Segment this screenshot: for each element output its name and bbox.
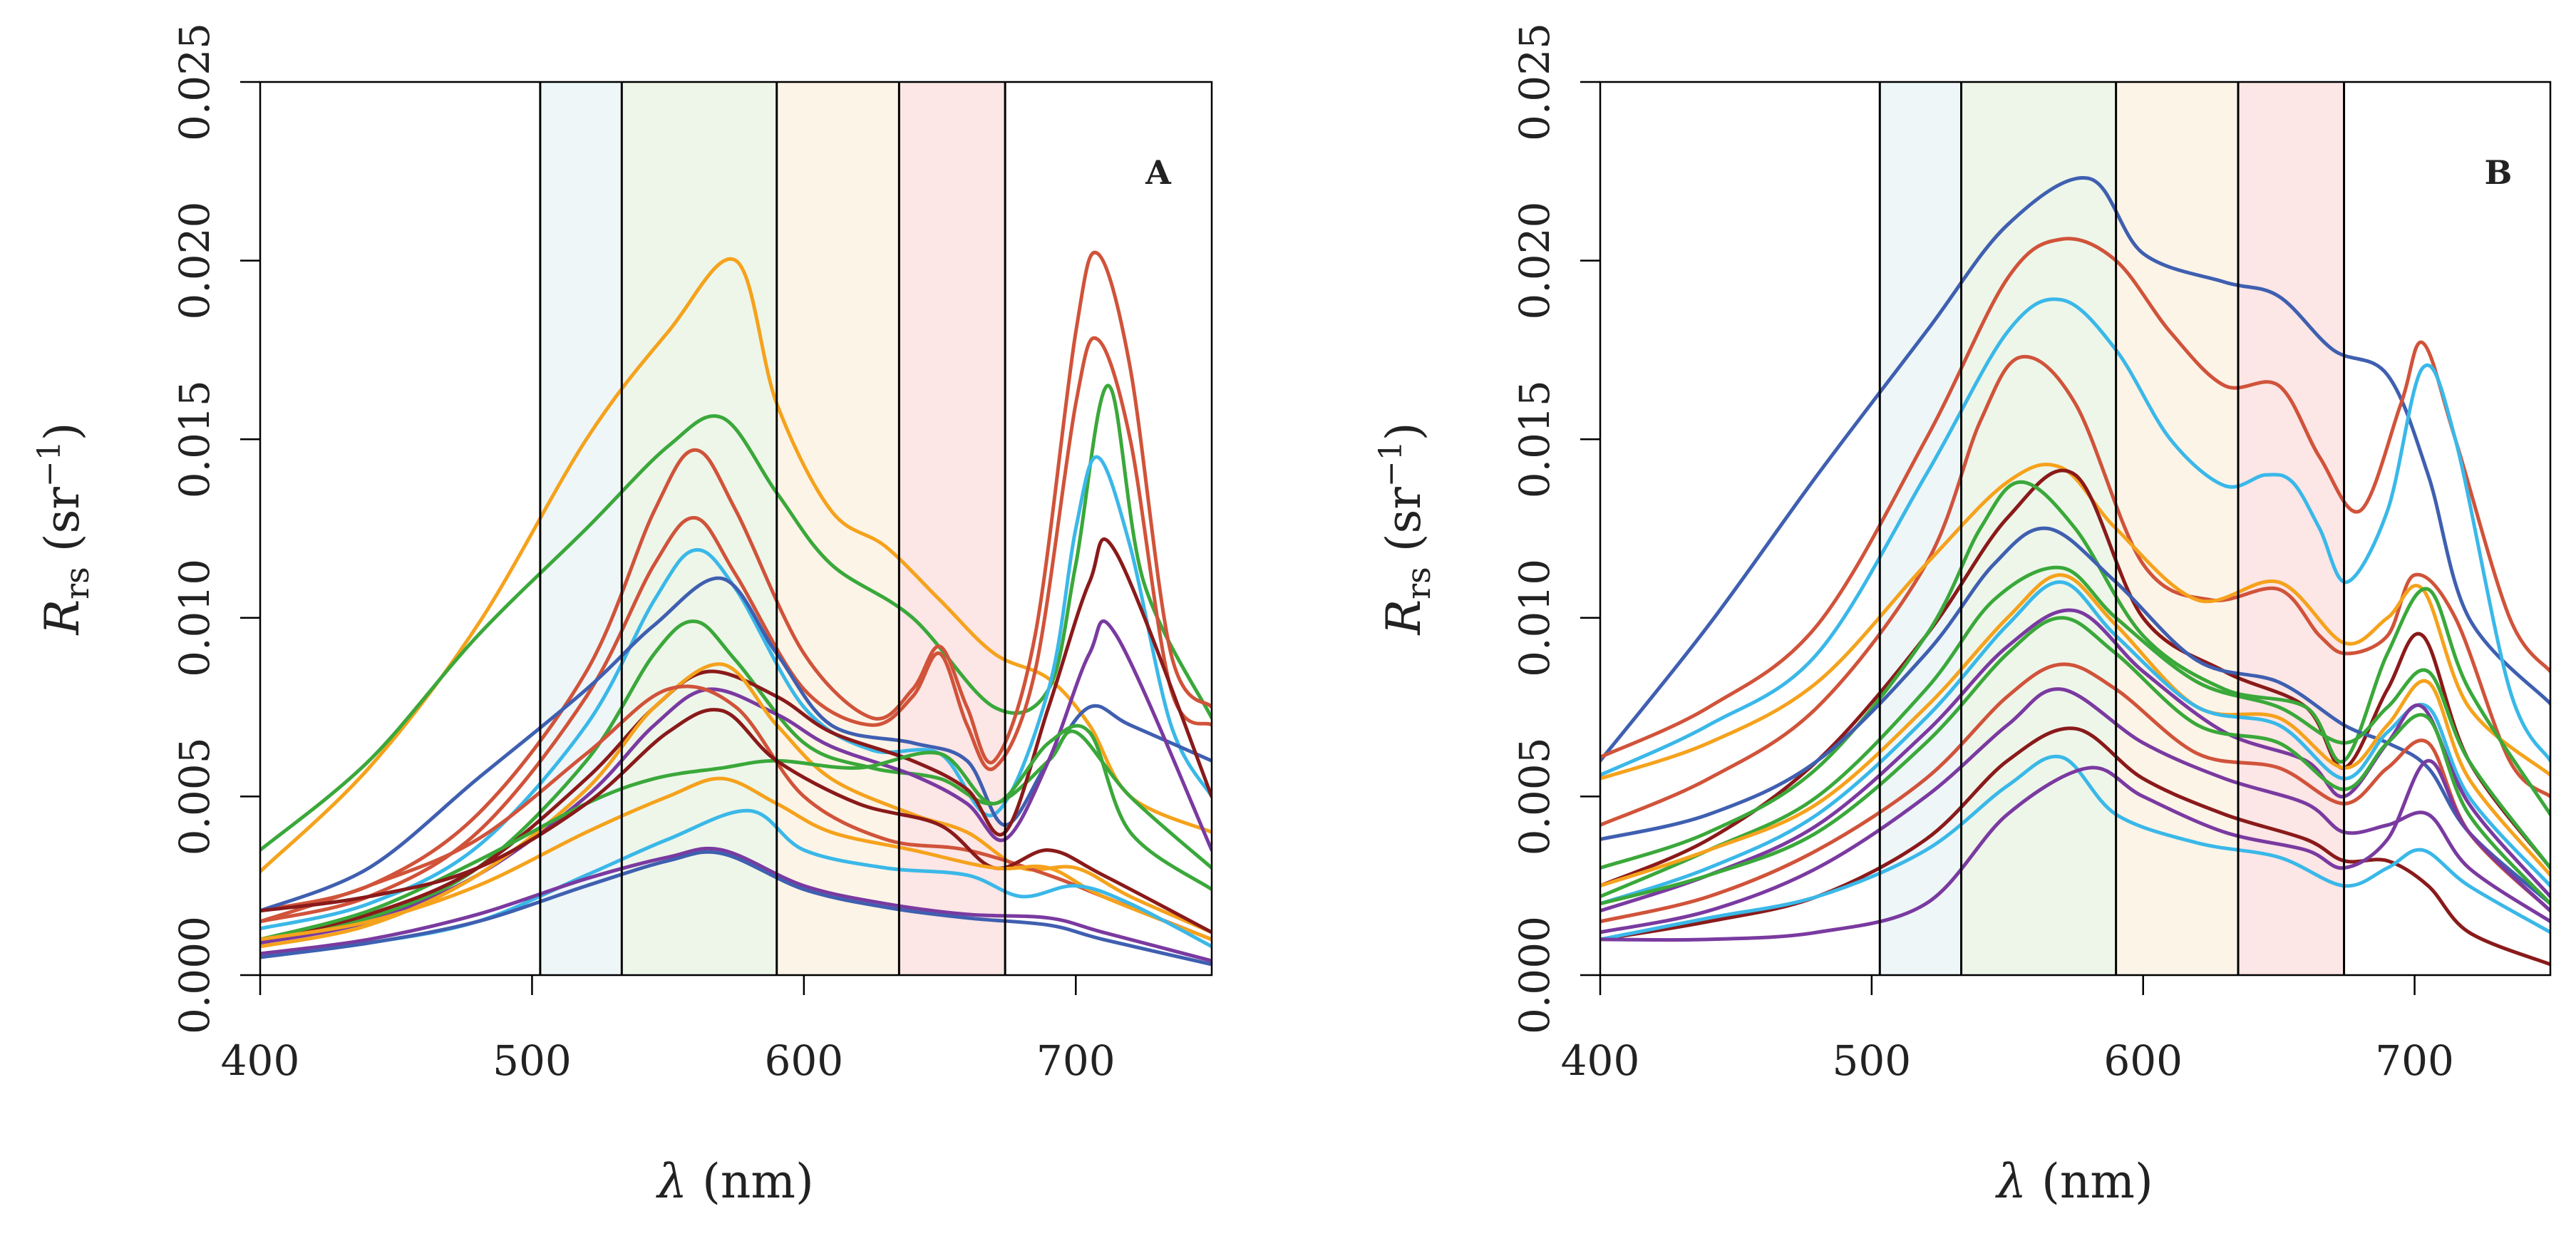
series-line-purple-b3: [1600, 758, 2550, 942]
series-group: [1600, 176, 2550, 967]
y-tick-label: 0.005: [1510, 737, 1559, 855]
spectral-band-3: [776, 82, 900, 975]
x-axis-label-symbol: λ: [655, 1154, 702, 1209]
y-axis-label: Rrs (sr−1): [1373, 422, 1438, 635]
series-line-purple-b2: [1600, 687, 2550, 934]
y-axis-label-close: ): [35, 422, 90, 441]
y-axis-label-exponent: −1: [31, 441, 68, 487]
y-axis-label-symbol: R: [1376, 599, 1431, 636]
x-tick-label: 600: [764, 1036, 843, 1085]
x-tick-label: 700: [2375, 1036, 2454, 1085]
series-line-sky-b2: [1600, 580, 2550, 906]
y-tick-label: 0.015: [170, 380, 219, 498]
panel-label: A: [1145, 153, 1172, 192]
series-line-green-b1: [1600, 480, 2550, 870]
spectral-band-1: [1880, 82, 1962, 975]
series-line-darkred-2: [260, 708, 1212, 934]
y-axis-label-subscript: rs: [58, 567, 96, 599]
y-axis-label-unit: (sr: [35, 487, 90, 567]
y-axis-label-symbol: R: [35, 599, 90, 636]
y-axis-label-subscript: rs: [1399, 567, 1438, 599]
series-line-navy-low: [260, 850, 1212, 967]
series-line-orange-b2: [1600, 573, 2550, 888]
series-line-sky-high: [1600, 297, 2550, 777]
series-line-blue-sky-1: [260, 455, 1212, 931]
x-tick-label: 400: [221, 1036, 300, 1085]
x-tick-label: 400: [1561, 1036, 1640, 1085]
x-axis-label: λ (nm): [1994, 1154, 2153, 1209]
x-axis-label-unit: (nm): [702, 1154, 814, 1209]
y-axis-label: Rrs (sr−1): [31, 422, 96, 635]
series-line-green-high: [260, 383, 1212, 853]
series-line-red-3: [260, 684, 1212, 942]
y-tick-label: 0.010: [170, 559, 219, 677]
series-line-orange-3: [260, 776, 1212, 942]
series-line-red-high-2: [1600, 354, 2550, 827]
y-tick-label: 0.020: [1510, 202, 1559, 320]
series-line-red-b3: [1600, 662, 2550, 924]
series-line-red-2: [260, 336, 1212, 924]
panel-label: B: [2485, 153, 2513, 192]
y-tick-label: 0.025: [1510, 23, 1559, 141]
y-tick-label: 0.000: [1510, 916, 1559, 1034]
x-tick-label: 700: [1036, 1036, 1116, 1085]
series-line-orange-high: [260, 257, 1212, 874]
series-line-green-b2: [1600, 565, 2550, 899]
series-line-purple-b1: [1600, 608, 2550, 913]
y-tick-label: 0.000: [170, 916, 219, 1034]
plot-frame: [259, 81, 1213, 977]
panel-b: 400 500 600 700 0.000 0.005 0.010 0.015 0.020 0.0…: [1373, 23, 2552, 1209]
x-axis-label: λ (nm): [655, 1154, 813, 1209]
y-axis-label-unit: (sr: [1376, 487, 1431, 567]
y-tick-label: 0.015: [1510, 380, 1559, 498]
x-tick-label: 500: [493, 1036, 572, 1085]
spectral-band-1: [540, 82, 622, 975]
series-line-navy-high: [1600, 176, 2550, 763]
y-tick-label: 0.005: [170, 737, 219, 855]
x-tick-label: 600: [2103, 1036, 2183, 1085]
x-axis-label-symbol: λ: [1994, 1154, 2041, 1209]
spectral-band-4: [2238, 82, 2344, 975]
y-axis-label-close: ): [1376, 422, 1431, 441]
x-tick-label: 500: [1832, 1036, 1911, 1085]
y-tick-label: 0.020: [170, 202, 219, 320]
series-line-darkred-1: [260, 537, 1212, 942]
series-line-purple-2: [260, 846, 1212, 963]
y-tick-label: 0.010: [1510, 559, 1559, 677]
x-axis-label-unit: (nm): [2041, 1154, 2153, 1209]
series-line-green-b3: [1600, 616, 2550, 906]
spectral-band-3: [2116, 82, 2239, 975]
y-axis-label-exponent: −1: [1373, 441, 1409, 487]
series-line-green-3: [260, 723, 1212, 942]
plot-frame: [1599, 81, 2552, 977]
series-line-red-1: [260, 250, 1212, 913]
y-tick-label: 0.025: [170, 23, 219, 141]
spectral-band-4: [899, 82, 1006, 975]
panel-a: 400 500 600 700 0.000 0.005 0.010 0.015 0.020 0.0…: [31, 23, 1213, 1209]
